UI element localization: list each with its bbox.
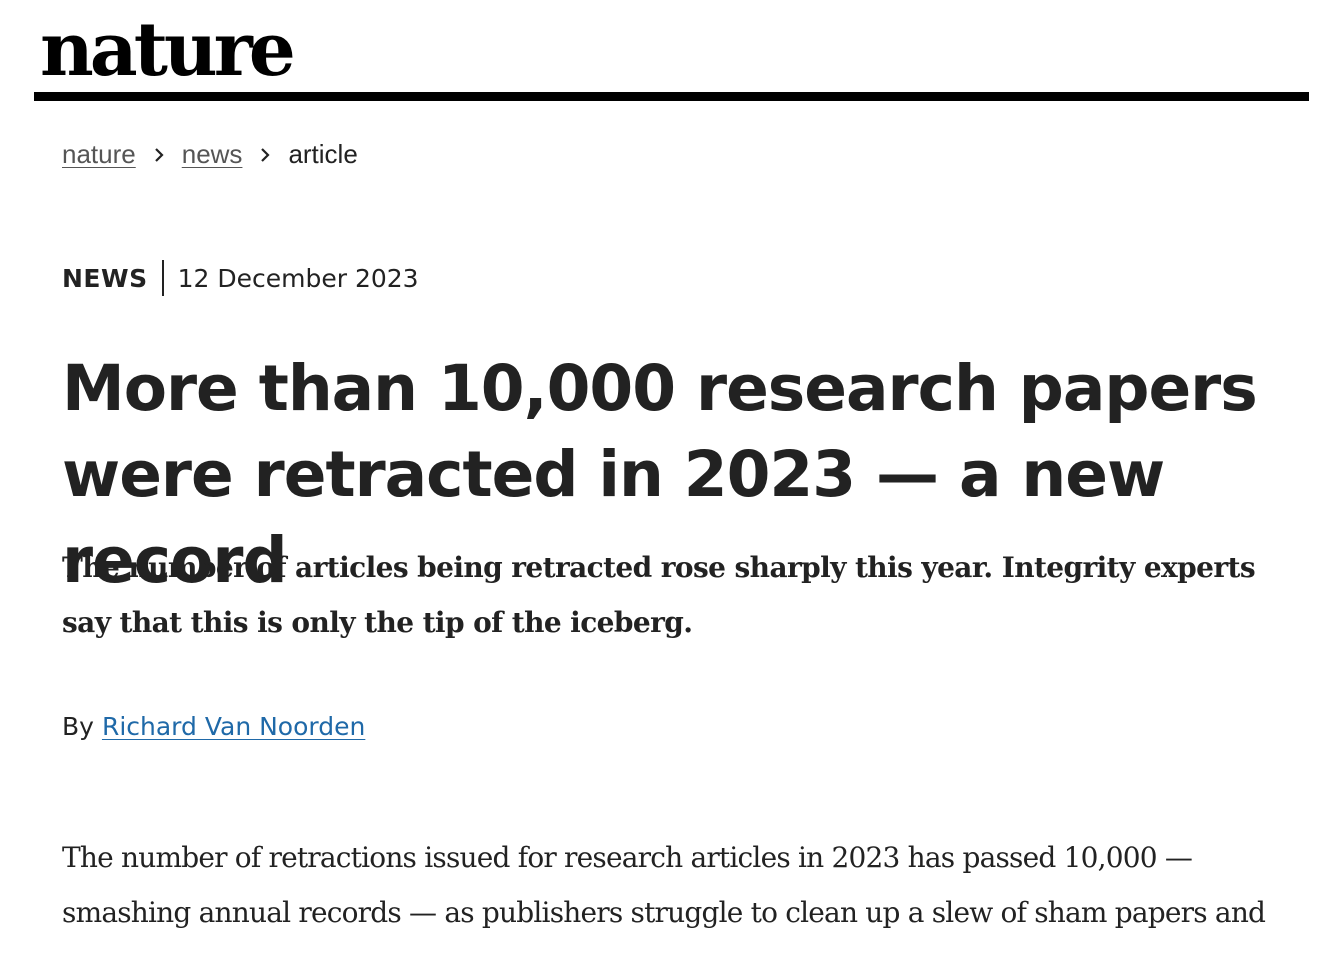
article-type-label: NEWS [62, 263, 148, 293]
byline-prefix: By [62, 711, 94, 741]
masthead: nature [34, 0, 1309, 101]
breadcrumb-link-nature[interactable]: nature [62, 138, 136, 169]
breadcrumb: nature news article [62, 134, 358, 174]
nature-logo[interactable]: nature [40, 7, 296, 93]
byline: By Richard Van Noorden [62, 706, 365, 746]
meta-divider [161, 260, 164, 296]
chevron-right-icon [136, 141, 182, 167]
breadcrumb-link-news[interactable]: news [181, 138, 243, 169]
article-body-paragraph: The number of retractions issued for res… [62, 841, 1266, 929]
publication-date: 12 December 2023 [177, 263, 419, 293]
author-link[interactable]: Richard Van Noorden [101, 711, 366, 741]
article-standfirst: The number of articles being retracted r… [62, 551, 1256, 639]
article-meta: NEWS 12 December 2023 [62, 258, 419, 298]
chevron-right-icon [242, 141, 288, 167]
masthead-rule [34, 92, 1309, 101]
breadcrumb-current: article [288, 138, 358, 169]
article-headline: More than 10,000 research papers were re… [62, 352, 1258, 597]
